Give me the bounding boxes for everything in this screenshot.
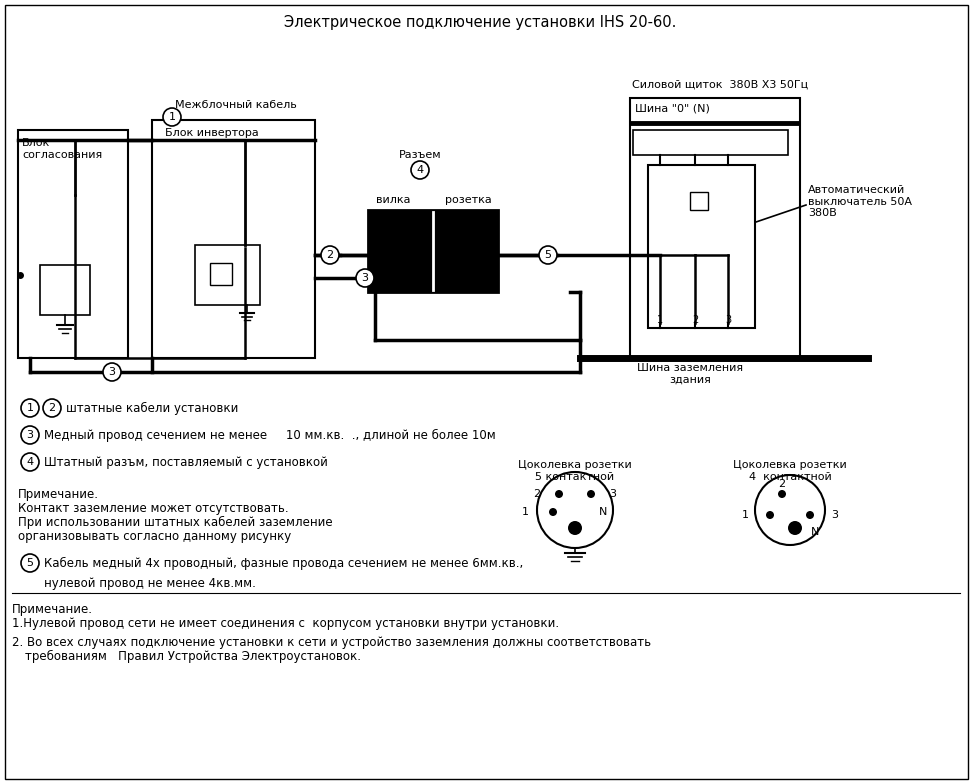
Text: Блок
согласования: Блок согласования (22, 138, 102, 160)
Text: 5: 5 (545, 250, 552, 260)
Circle shape (21, 554, 39, 572)
Text: Штатный разъм, поставляемый с установкой: Штатный разъм, поставляемый с установкой (44, 456, 328, 469)
Text: 2: 2 (533, 489, 541, 499)
Text: 3: 3 (725, 315, 731, 325)
Bar (210, 263, 232, 285)
Text: При использовании штатных кабелей заземление: При использовании штатных кабелей заземл… (18, 516, 333, 529)
Text: N: N (811, 527, 819, 537)
Circle shape (788, 521, 802, 535)
Text: организовывать согласно данному рисунку: организовывать согласно данному рисунку (18, 530, 291, 543)
Text: N: N (598, 507, 607, 517)
Text: Автоматический
выключатель 50А
380В: Автоматический выключатель 50А 380В (808, 185, 912, 218)
Circle shape (21, 453, 39, 471)
Circle shape (539, 246, 557, 264)
Text: Шина "0" (N): Шина "0" (N) (635, 103, 710, 113)
Text: 4: 4 (26, 457, 33, 467)
Text: 3: 3 (609, 489, 617, 499)
Text: 1: 1 (168, 112, 175, 122)
Circle shape (103, 363, 121, 381)
Bar (195, 245, 260, 305)
Text: Цоколевка розетки
4  контактной: Цоколевка розетки 4 контактной (733, 460, 847, 481)
Bar (18, 130, 128, 358)
Text: 5: 5 (26, 558, 33, 568)
Text: Силовой щиток  380В Х3 50Гц: Силовой щиток 380В Х3 50Гц (632, 80, 809, 90)
Circle shape (163, 108, 181, 126)
Text: 1: 1 (26, 403, 33, 413)
Text: Блок инвертора: Блок инвертора (165, 128, 259, 138)
Circle shape (21, 399, 39, 417)
Circle shape (555, 490, 563, 498)
Text: 2: 2 (326, 250, 334, 260)
Text: 2. Во всех случаях подключение установки к сети и устройство заземления должны с: 2. Во всех случаях подключение установки… (12, 636, 651, 649)
Circle shape (21, 426, 39, 444)
Text: штатные кабели установки: штатные кабели установки (66, 401, 238, 415)
Text: Шина заземления
здания: Шина заземления здания (637, 363, 743, 385)
Text: Разъем: Разъем (399, 150, 442, 160)
Bar (40, 265, 90, 315)
Text: 1.Нулевой провод сети не имеет соединения с  корпусом установки внутри установки: 1.Нулевой провод сети не имеет соединени… (12, 617, 559, 630)
Circle shape (568, 521, 582, 535)
Text: 2: 2 (778, 479, 785, 489)
Circle shape (321, 246, 339, 264)
Text: 2: 2 (49, 403, 55, 413)
Circle shape (778, 490, 786, 498)
Text: 1: 1 (741, 510, 748, 520)
Bar (630, 98, 800, 358)
Circle shape (411, 161, 429, 179)
Text: вилка: вилка (376, 195, 411, 205)
Circle shape (587, 490, 595, 498)
Text: Контакт заземление может отсутствовать.: Контакт заземление может отсутствовать. (18, 502, 289, 515)
Circle shape (806, 511, 814, 519)
Bar (633, 130, 788, 155)
Text: 3: 3 (109, 367, 116, 377)
Text: 3: 3 (362, 273, 369, 283)
Bar (152, 120, 315, 358)
Text: Примечание.: Примечание. (12, 603, 93, 616)
Text: 3: 3 (832, 510, 839, 520)
Bar (648, 165, 755, 328)
Circle shape (549, 508, 557, 516)
Text: нулевой провод не менее 4кв.мм.: нулевой провод не менее 4кв.мм. (44, 577, 256, 590)
Text: Медный провод сечением не менее     10 мм.кв.  ., длиной не более 10м: Медный провод сечением не менее 10 мм.кв… (44, 428, 496, 441)
Text: Цоколевка розетки
5 контактной: Цоколевка розетки 5 контактной (519, 460, 631, 481)
Text: требованиям   Правил Устройства Электроустановок.: требованиям Правил Устройства Электроуст… (25, 650, 361, 663)
Circle shape (356, 269, 374, 287)
Bar (368, 210, 498, 292)
Text: Примечание.: Примечание. (18, 488, 99, 501)
Text: Кабель медный 4х проводный, фазные провода сечением не менее 6мм.кв.,: Кабель медный 4х проводный, фазные прово… (44, 557, 523, 569)
Text: 3: 3 (26, 430, 33, 440)
Text: 4: 4 (416, 165, 423, 175)
Circle shape (43, 399, 61, 417)
Text: Электрическое подключение установки IHS 20-60.: Электрическое подключение установки IHS … (284, 14, 676, 30)
Text: 1: 1 (657, 315, 663, 325)
Circle shape (766, 511, 774, 519)
Text: 2: 2 (692, 315, 698, 325)
Text: розетка: розетка (445, 195, 491, 205)
Text: Межблочный кабель: Межблочный кабель (175, 100, 297, 110)
Text: 1: 1 (522, 507, 528, 517)
Bar (690, 192, 708, 210)
